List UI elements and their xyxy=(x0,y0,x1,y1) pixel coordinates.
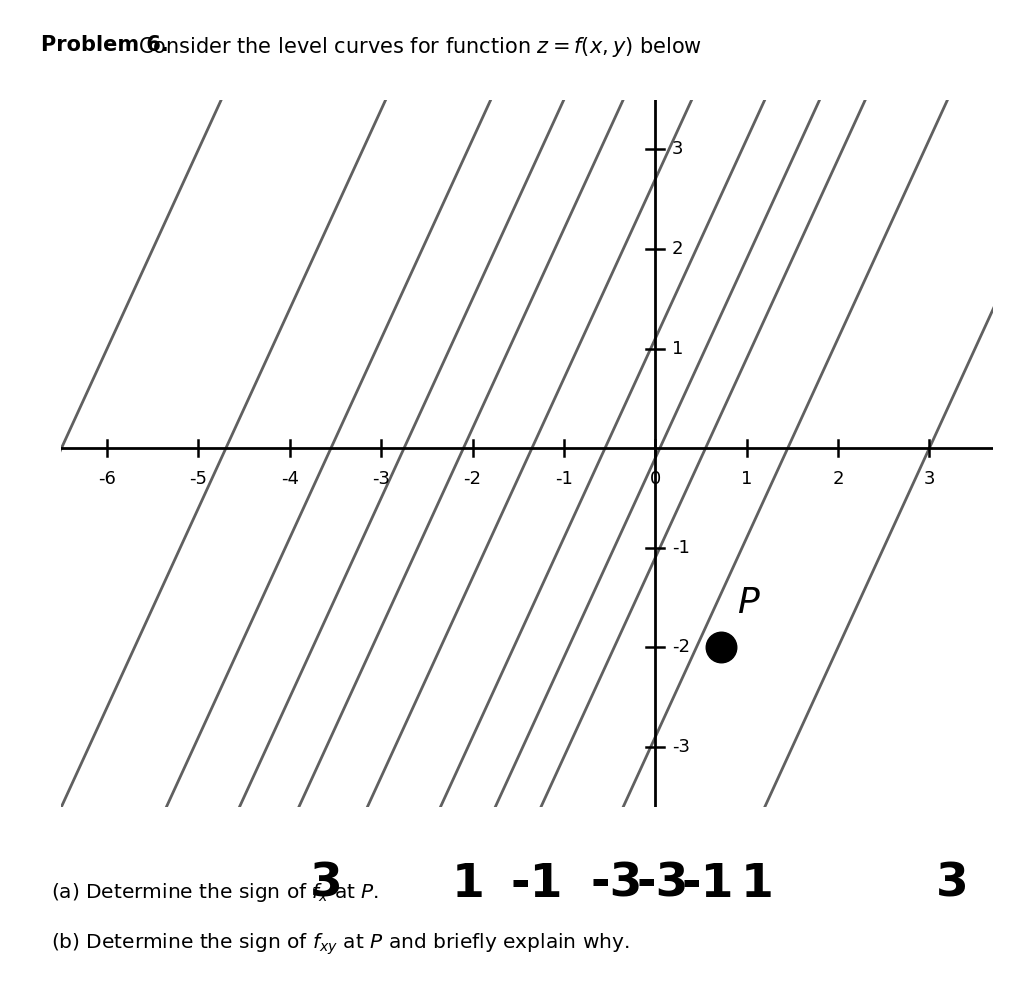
Text: -3: -3 xyxy=(591,862,643,906)
Text: 0: 0 xyxy=(649,470,660,488)
Text: -1: -1 xyxy=(510,862,563,906)
Text: -6: -6 xyxy=(98,470,116,488)
Text: Consider the level curves for function $z = f(x, y)$ below: Consider the level curves for function $… xyxy=(138,35,702,59)
Text: -2: -2 xyxy=(672,638,690,656)
Text: 1: 1 xyxy=(452,862,484,906)
Text: -1: -1 xyxy=(672,539,689,557)
Text: 3: 3 xyxy=(936,862,969,906)
Text: 2: 2 xyxy=(833,470,844,488)
Text: -3: -3 xyxy=(636,862,689,906)
Text: 3: 3 xyxy=(924,470,935,488)
Text: -3: -3 xyxy=(672,738,690,756)
Text: $\mathit{P}$: $\mathit{P}$ xyxy=(737,586,761,620)
Text: -5: -5 xyxy=(189,470,208,488)
Text: -1: -1 xyxy=(682,862,734,906)
Text: Problem 6.: Problem 6. xyxy=(41,35,169,55)
Text: -2: -2 xyxy=(464,470,481,488)
Text: (a) Determine the sign of $f_x$ at $P$.: (a) Determine the sign of $f_x$ at $P$. xyxy=(51,881,379,904)
Text: 2: 2 xyxy=(672,240,683,258)
Text: -1: -1 xyxy=(555,470,572,488)
Text: 3: 3 xyxy=(672,140,683,158)
Text: 1: 1 xyxy=(741,470,753,488)
Text: (b) Determine the sign of $f_{xy}$ at $P$ and briefly explain why.: (b) Determine the sign of $f_{xy}$ at $P… xyxy=(51,931,630,957)
Text: 3: 3 xyxy=(310,862,343,906)
Text: -3: -3 xyxy=(372,470,390,488)
Text: 1: 1 xyxy=(741,862,774,906)
Text: -4: -4 xyxy=(281,470,299,488)
Text: 1: 1 xyxy=(672,340,683,358)
